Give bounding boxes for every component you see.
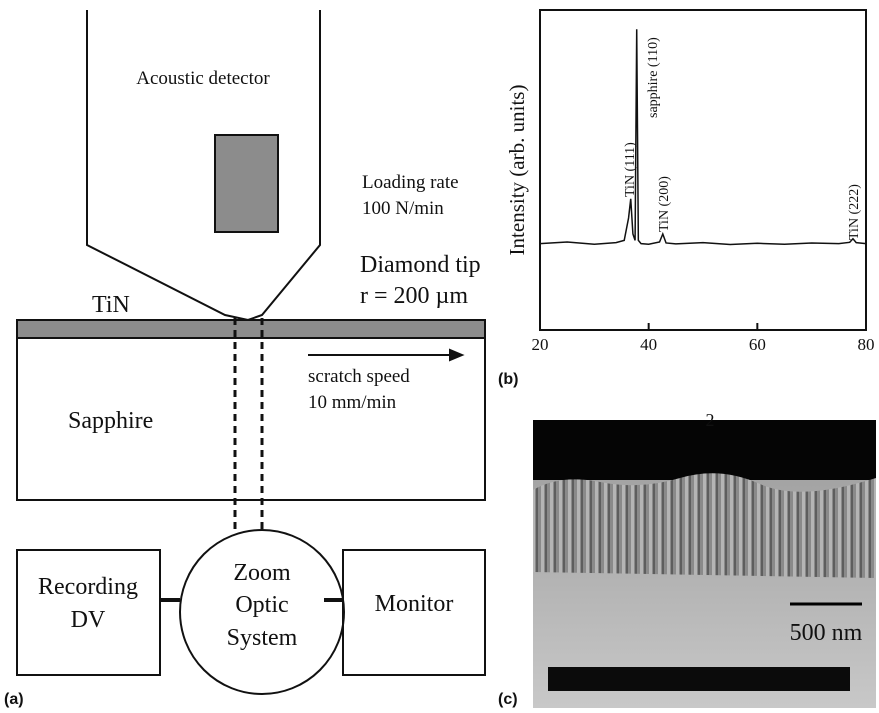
sem-info-bar (548, 667, 850, 691)
substrate-label: Sapphire (68, 408, 153, 434)
detector-outline (86, 10, 321, 322)
tip-radius: r = 200 µm (360, 283, 468, 309)
x-tick-label: 60 (749, 335, 766, 354)
peak-label: TiN (111) (623, 142, 638, 197)
recording-box (16, 549, 161, 676)
recording-label: Recording (38, 574, 138, 600)
spectrum-line (539, 29, 867, 246)
tin-layer (16, 319, 486, 339)
monitor-label: Monitor (375, 591, 454, 617)
y-axis-label: Intensity (arb. units) (505, 85, 529, 256)
arrow-head (449, 348, 465, 362)
loading-value: 100 N/min (362, 198, 444, 219)
x-tick-label: 40 (640, 335, 657, 354)
panel-label: (b) (498, 371, 518, 388)
sem-image (533, 420, 876, 708)
tip-label: Diamond tip (360, 252, 481, 278)
sapphire-block (16, 337, 486, 501)
optic-label: Optic (235, 592, 288, 618)
optic-label: System (227, 625, 298, 651)
sem-vacuum (533, 420, 876, 480)
sem-label: 2 (706, 410, 715, 430)
x-tick-label: 20 (532, 335, 549, 354)
loading-label: Loading rate (362, 172, 459, 193)
plot-frame (539, 9, 867, 331)
peak-label: TiN (222) (847, 184, 862, 240)
scratch-value: 10 mm/min (308, 392, 397, 413)
panel-label: (a) (4, 691, 24, 708)
film-label: TiN (92, 292, 130, 318)
scratch-label: scratch speed (308, 366, 410, 387)
scratch-diagram (16, 10, 486, 695)
x-tick-label: 80 (858, 335, 875, 354)
detector-label: Acoustic detector (136, 68, 270, 89)
panel-label: (c) (498, 691, 518, 708)
peak-label: TiN (200) (657, 176, 672, 232)
optic-label: Zoom (233, 560, 291, 586)
sem-film (533, 473, 876, 578)
peak-label: sapphire (110) (646, 37, 661, 118)
monitor-box (342, 549, 486, 676)
recording-label: DV (71, 607, 106, 633)
detector-sensor (214, 134, 279, 233)
scale-bar-label: 500 nm (790, 620, 863, 646)
